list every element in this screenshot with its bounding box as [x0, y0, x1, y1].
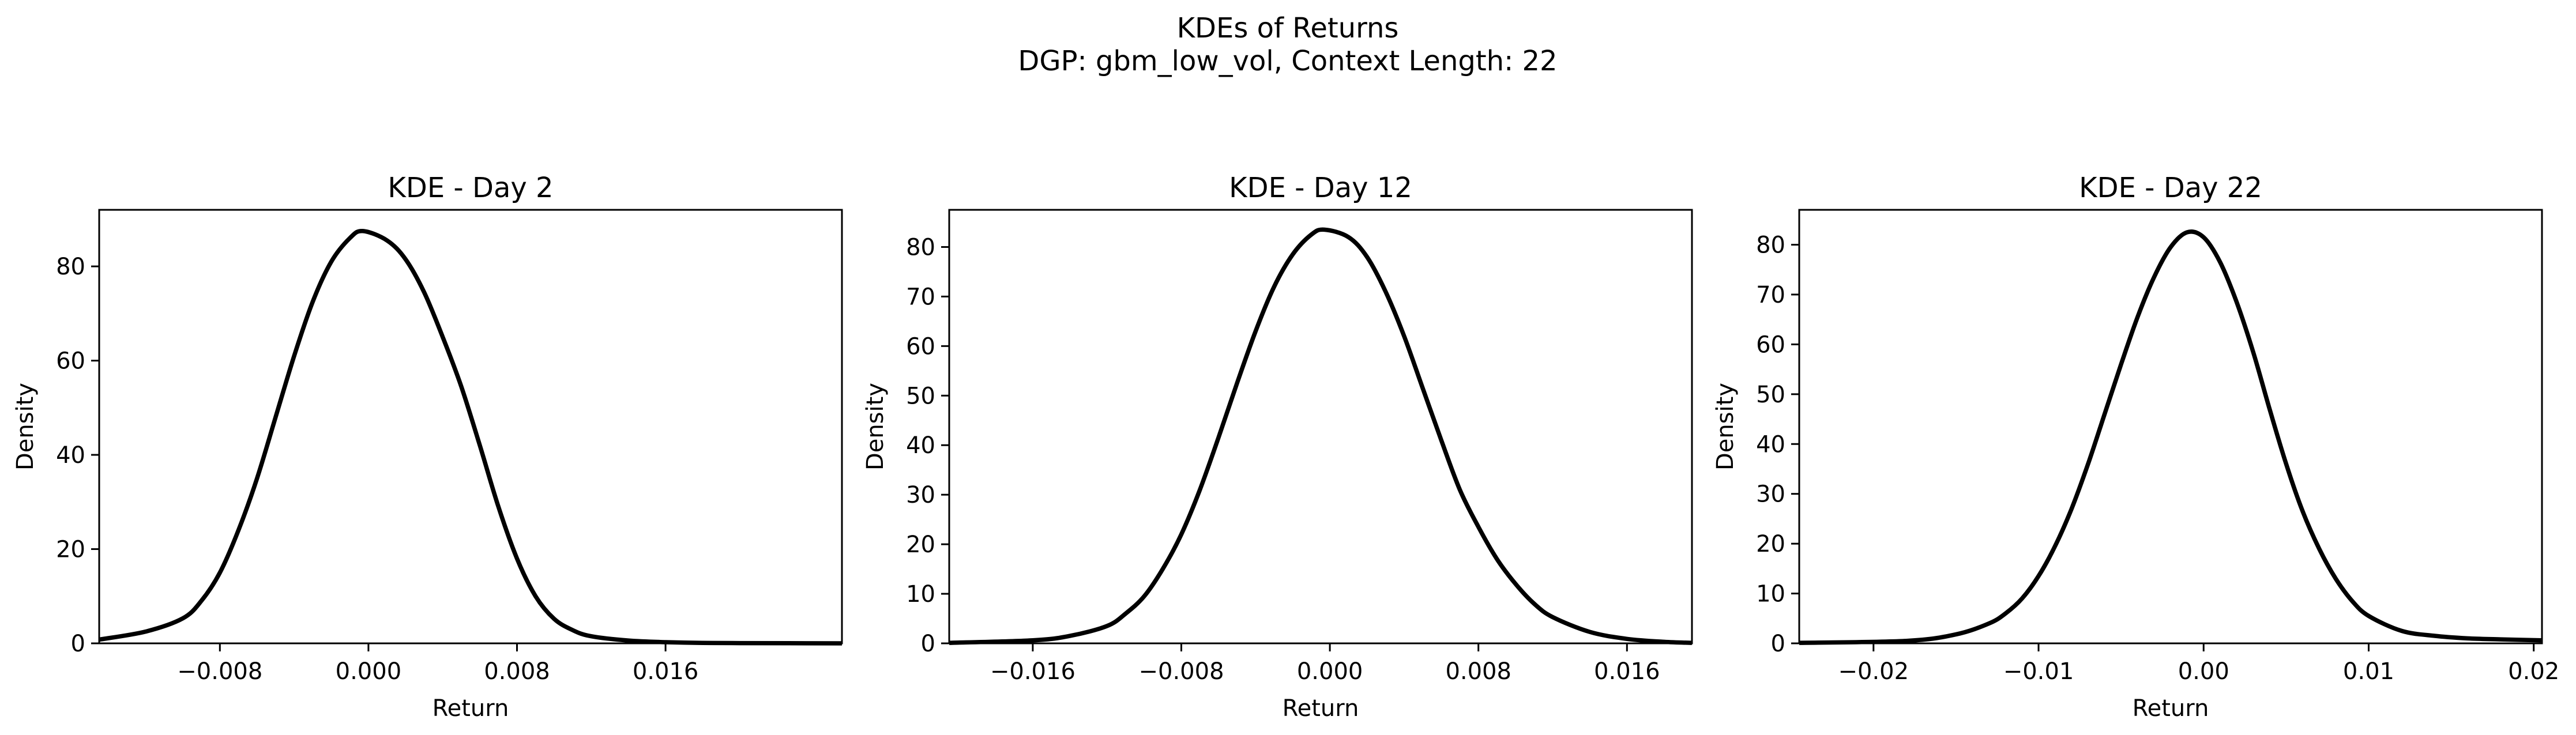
y-tick-label: 40 [1756, 431, 1785, 458]
y-tick-label: 0 [1771, 631, 1785, 657]
y-tick-label: 0 [921, 631, 935, 657]
y-tick-label: 20 [56, 537, 85, 563]
y-tick-label: 80 [56, 254, 85, 280]
y-tick-label: 80 [906, 234, 935, 261]
kde-panel-day-12: KDE - Day 12 Return Density −0.016 −0.008… [862, 172, 1693, 722]
x-tick-label: 0.000 [1297, 658, 1363, 685]
x-tick-label: −0.016 [990, 658, 1075, 685]
y-tick-label: 20 [1756, 531, 1785, 557]
kde-panel-day-2: KDE - Day 2 Return Density −0.008 0.000 0.… [12, 172, 843, 722]
y-tick-label: 20 [906, 532, 935, 558]
x-tick-label: 0.008 [484, 658, 550, 685]
tick-group: −0.02 −0.01 0.00 0.01 0.02 0 10 20 30 40 50 60 70 80 [1756, 232, 2559, 685]
kde-curve [99, 229, 843, 646]
y-tick-label: 60 [1756, 331, 1785, 358]
y-axis-label: Density [862, 383, 889, 470]
y-axis-label: Density [1712, 383, 1739, 470]
y-tick-label: 60 [906, 333, 935, 360]
plot-frame [1798, 209, 2543, 644]
x-tick-label: −0.008 [1138, 658, 1224, 685]
kde-curve [949, 227, 1693, 645]
y-tick-label: 40 [56, 442, 85, 469]
x-axis-label: Return [433, 695, 509, 722]
y-tick-label: 50 [906, 383, 935, 409]
y-tick-label: 40 [906, 432, 935, 459]
tick-group: −0.008 0.000 0.008 0.016 0 20 40 60 80 [56, 254, 698, 685]
figure-subtitle: DGP: gbm_low_vol, Context Length: 22 [1018, 45, 1557, 77]
plot-frame [948, 209, 1693, 644]
y-tick-label: 70 [906, 284, 935, 310]
y-axis-label: Density [12, 383, 39, 470]
y-tick-label: 0 [71, 631, 85, 657]
y-tick-label: 30 [906, 482, 935, 508]
x-tick-label: 0.02 [2508, 658, 2559, 685]
kde-panel-day-22: KDE - Day 22 Return Density −0.02 −0.01 0.… [1712, 172, 2559, 722]
panel-title: KDE - Day 2 [388, 172, 553, 204]
tick-group: −0.016 −0.008 0.000 0.008 0.016 0 10 20 30 40 50 60… [906, 234, 1660, 685]
figure-title: KDEs of Returns [1177, 12, 1399, 44]
y-tick-label: 70 [1756, 282, 1785, 308]
y-tick-label: 30 [1756, 481, 1785, 508]
kde-curve [1799, 229, 2543, 645]
y-tick-label: 10 [1756, 581, 1785, 608]
x-tick-label: −0.008 [177, 658, 262, 685]
x-tick-label: −0.01 [2003, 658, 2074, 685]
x-tick-label: 0.008 [1445, 658, 1511, 685]
x-tick-label: −0.02 [1838, 658, 1909, 685]
x-axis-label: Return [1283, 695, 1359, 722]
panel-title: KDE - Day 22 [2079, 172, 2262, 204]
x-axis-label: Return [2133, 695, 2209, 722]
x-tick-label: 0.016 [1594, 658, 1660, 685]
x-tick-label: 0.016 [633, 658, 699, 685]
x-tick-label: 0.00 [2178, 658, 2229, 685]
x-tick-label: 0.000 [336, 658, 402, 685]
y-tick-label: 80 [1756, 232, 1785, 259]
y-tick-label: 50 [1756, 382, 1785, 408]
y-tick-label: 10 [906, 581, 935, 608]
y-tick-label: 60 [56, 348, 85, 375]
x-tick-label: 0.01 [2343, 658, 2394, 685]
plot-frame [98, 209, 843, 644]
panel-title: KDE - Day 12 [1229, 172, 1412, 204]
